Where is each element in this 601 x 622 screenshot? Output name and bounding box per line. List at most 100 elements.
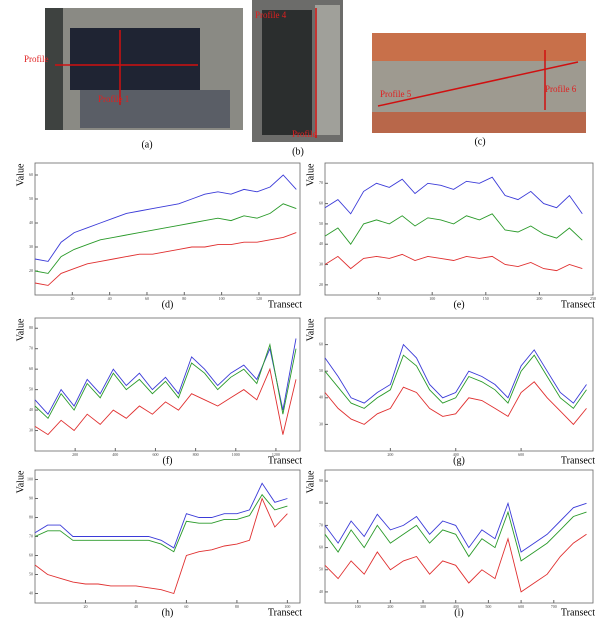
y-tick-label: 100 <box>27 476 33 481</box>
x-tick-label: 200 <box>536 296 542 301</box>
x-tick-label: 80 <box>182 296 186 301</box>
y-tick-label: 80 <box>29 325 33 330</box>
profile-label: Profile <box>24 54 49 64</box>
chart-caption: (f) <box>163 455 173 466</box>
roof <box>372 33 586 61</box>
y-tick-label: 60 <box>29 366 33 371</box>
x-tick-label: 60 <box>184 604 188 609</box>
chart-caption: (g) <box>453 455 465 466</box>
profile-label: Profile 6 <box>545 84 577 94</box>
image-caption: (a) <box>141 139 152 150</box>
y-tick-label: 30 <box>29 427 33 432</box>
data-line <box>325 214 582 244</box>
x-tick-label: 600 <box>152 452 158 457</box>
data-line <box>325 177 582 214</box>
y-tick-label: 70 <box>29 346 33 351</box>
x-tick-label: 1000 <box>232 452 240 457</box>
image-caption: (c) <box>474 136 485 147</box>
y-tick-label: 50 <box>29 571 33 576</box>
y-tick-label: 60 <box>319 201 323 206</box>
y-tick-label: 80 <box>319 500 323 505</box>
y-tick-label: 40 <box>319 241 323 246</box>
y-tick-label: 60 <box>29 172 33 177</box>
y-tick-label: 60 <box>319 545 323 550</box>
x-tick-label: 100 <box>429 296 435 301</box>
x-tick-label: 200 <box>387 452 393 457</box>
y-tick-label: 70 <box>319 180 323 185</box>
y-axis-label: Value <box>15 470 26 493</box>
data-line <box>325 345 587 404</box>
y-tick-label: 80 <box>29 514 33 519</box>
y-tick-label: 60 <box>29 552 33 557</box>
y-tick-label: 40 <box>29 407 33 412</box>
data-line <box>325 254 582 270</box>
y-tick-label: 40 <box>319 589 323 594</box>
chart-caption: (h) <box>162 607 174 618</box>
x-axis-label: Transect <box>268 299 302 310</box>
data-line <box>35 495 287 552</box>
y-tick-label: 40 <box>319 395 323 400</box>
x-tick-label: 600 <box>518 604 524 609</box>
plot-frame <box>35 163 300 295</box>
y-axis-label: Value <box>305 163 316 186</box>
roof <box>70 28 200 90</box>
x-tick-label: 600 <box>518 452 524 457</box>
x-tick-label: 800 <box>193 452 199 457</box>
profile-label: Profile 4 <box>255 10 287 20</box>
data-line <box>35 345 296 419</box>
x-axis-label: Transect <box>561 455 595 466</box>
x-tick-label: 40 <box>134 604 138 609</box>
y-tick-label: 30 <box>29 244 33 249</box>
y-tick-label: 20 <box>29 268 33 273</box>
plot-frame <box>325 163 593 295</box>
x-tick-label: 50 <box>377 296 381 301</box>
data-line <box>35 233 296 286</box>
x-tick-label: 500 <box>485 604 491 609</box>
x-tick-label: 700 <box>551 604 557 609</box>
profile-label: Profile <box>292 129 317 139</box>
x-tick-label: 300 <box>420 604 426 609</box>
figure: (a) Profile Profile 1 (b) Profile 4 Profile (c… <box>0 0 601 622</box>
y-axis-label: Value <box>15 318 26 341</box>
x-axis-label: Transect <box>561 607 595 618</box>
data-line <box>325 355 587 408</box>
plot-frame <box>325 470 593 603</box>
street <box>45 8 63 130</box>
image-caption: (b) <box>292 146 304 157</box>
y-tick-label: 30 <box>319 261 323 266</box>
y-tick-label: 70 <box>319 522 323 527</box>
y-tick-label: 60 <box>319 342 323 347</box>
profile-label: Profile 5 <box>380 89 412 99</box>
y-tick-label: 90 <box>319 478 323 483</box>
x-tick-label: 120 <box>256 296 262 301</box>
plot-frame <box>325 318 593 451</box>
chart-caption: (d) <box>162 299 174 310</box>
data-line <box>35 339 296 415</box>
x-tick-label: 200 <box>387 604 393 609</box>
y-tick-label: 50 <box>29 196 33 201</box>
x-tick-label: 60 <box>145 296 149 301</box>
data-line <box>35 204 296 274</box>
y-axis-label: Value <box>305 318 316 341</box>
x-tick-label: 150 <box>483 296 489 301</box>
y-tick-label: 20 <box>319 282 323 287</box>
roof <box>372 112 586 133</box>
x-tick-label: 80 <box>235 604 239 609</box>
y-tick-label: 40 <box>29 590 33 595</box>
profile-label: Profile 1 <box>98 94 129 104</box>
y-tick-label: 90 <box>29 495 33 500</box>
x-axis-label: Transect <box>561 299 595 310</box>
y-tick-label: 70 <box>29 533 33 538</box>
x-axis-label: Transect <box>268 607 302 618</box>
y-tick-label: 30 <box>319 421 323 426</box>
data-line <box>325 503 587 552</box>
x-tick-label: 400 <box>112 452 118 457</box>
building-shadow <box>262 10 312 135</box>
x-tick-label: 100 <box>355 604 361 609</box>
y-tick-label: 50 <box>319 221 323 226</box>
x-tick-label: 200 <box>72 452 78 457</box>
chart-caption: (i) <box>454 607 463 618</box>
x-tick-label: 20 <box>70 296 74 301</box>
y-axis-label: Value <box>15 163 26 186</box>
y-tick-label: 50 <box>319 368 323 373</box>
